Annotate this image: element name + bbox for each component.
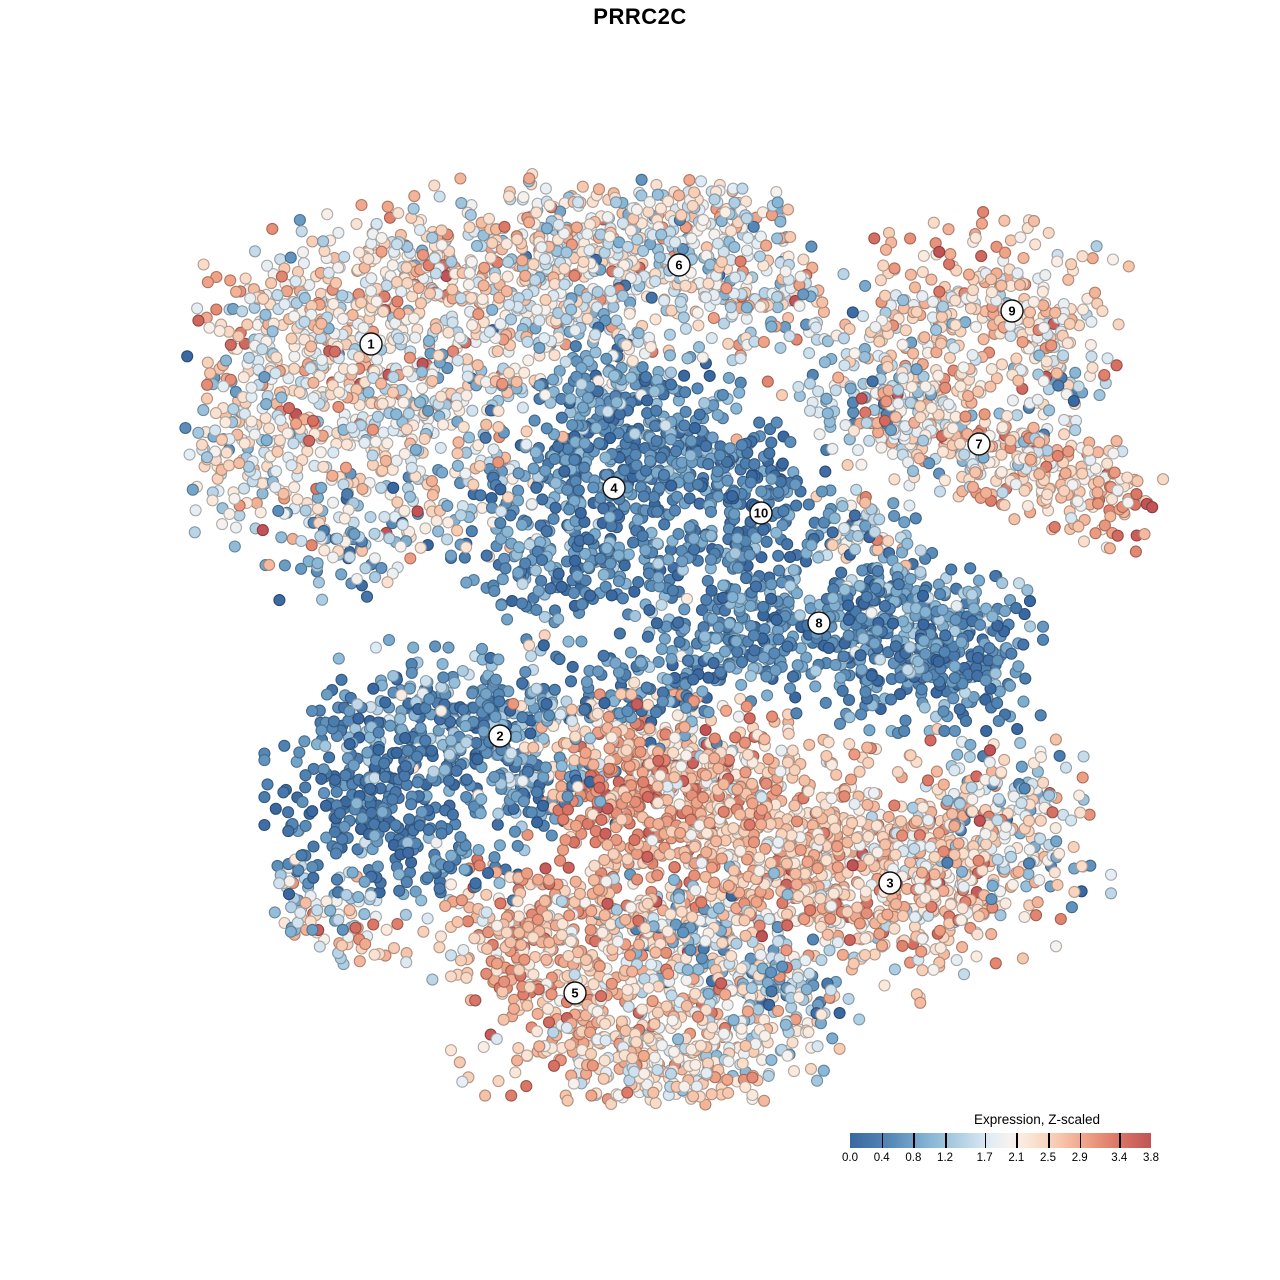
colorbar-tick-label: 2.5 [1040, 1152, 1057, 1164]
colorbar-title: Expression, Z-scaled [973, 1112, 1101, 1127]
colorbar-tick [913, 1133, 915, 1148]
colorbar-tick-label: 0.8 [905, 1152, 922, 1164]
cluster-label-7: 7 [967, 432, 991, 456]
colorbar-tick [1119, 1133, 1121, 1148]
colorbar-tick-label: 3.8 [1143, 1152, 1159, 1164]
colorbar-tick-label: 1.7 [976, 1152, 993, 1164]
colorbar-tick [1079, 1133, 1082, 1148]
colorbar-tick [1016, 1133, 1018, 1148]
cluster-label-6: 6 [667, 253, 691, 277]
colorbar-tick-label: 2.1 [1008, 1152, 1025, 1164]
cluster-label-5: 5 [563, 981, 587, 1005]
cluster-label-10: 10 [749, 501, 773, 525]
colorbar-tick-labels: 0.0 0.4 0.8 1.2 1.7 2.1 2.5 2.9 3.4 3.8 [842, 1152, 1159, 1166]
cluster-label-1: 1 [359, 332, 383, 356]
colorbar-tick-label: 2.9 [1071, 1152, 1088, 1164]
colorbar-tick-label: 1.2 [937, 1152, 954, 1164]
cluster-label-4: 4 [602, 476, 626, 500]
scatter-points [179, 168, 1170, 1111]
colorbar-tick [945, 1133, 947, 1148]
plot-title: PRRC2C [593, 4, 687, 29]
colorbar-legend: Expression, Z-scaled 0.0 0.4 0.8 1.2 1.7 2.1 2… [842, 1110, 1159, 1172]
cluster-labels: 1 2 3 4 5 6 7 8 9 10 [359, 253, 1024, 1005]
colorbar-tick-label: 0.0 [842, 1152, 858, 1164]
cluster-label-8: 8 [807, 611, 831, 635]
colorbar-tick [1048, 1133, 1050, 1148]
colorbar-tick [984, 1133, 987, 1148]
cluster-label-9: 9 [1000, 299, 1024, 323]
colorbar-tick-label: 0.4 [873, 1152, 890, 1164]
cluster-label-3: 3 [878, 871, 902, 895]
colorbar-gradient [850, 1133, 1151, 1148]
colorbar-tick [881, 1133, 884, 1148]
cluster-label-2: 2 [488, 724, 512, 748]
colorbar-tick-label: 3.4 [1111, 1152, 1128, 1164]
